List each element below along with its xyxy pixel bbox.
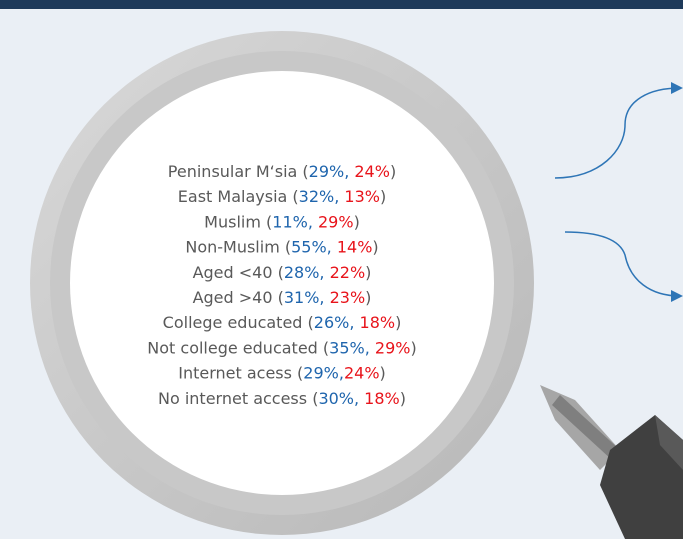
row-blue: 32% [299, 187, 335, 206]
row-end: ) [365, 288, 371, 307]
row-blue: 26% [314, 313, 350, 332]
row-end: ) [395, 313, 401, 332]
row-blue: 29% [303, 364, 339, 383]
row-label: East Malaysia ( [178, 187, 299, 206]
arrow [564, 231, 683, 302]
row-end: ) [410, 338, 416, 357]
row-blue: 55% [291, 238, 327, 257]
row-end: ) [400, 389, 406, 408]
row-separator: , [349, 313, 359, 332]
row-end: ) [380, 364, 386, 383]
row: Peninsular M‘sia (29%, 24%) [168, 162, 396, 181]
row: Aged >40 (31%, 23%) [193, 288, 372, 307]
row-end: ) [380, 187, 386, 206]
row-label: No internet access ( [158, 389, 318, 408]
row-label: Non-Muslim ( [185, 238, 291, 257]
row-blue: 30% [318, 389, 354, 408]
lens [70, 71, 494, 495]
row-label: Peninsular M‘sia ( [168, 162, 309, 181]
row-red: 29% [375, 338, 411, 357]
row-end: ) [372, 238, 378, 257]
row-label: College educated ( [163, 313, 314, 332]
row-separator: , [308, 212, 318, 231]
row-separator: , [354, 389, 364, 408]
row-blue: 28% [284, 263, 320, 282]
row-blue: 35% [329, 338, 365, 357]
arrow [554, 82, 683, 179]
row-label: Aged <40 ( [193, 263, 284, 282]
top-bar [0, 0, 683, 9]
row-blue: 31% [284, 288, 320, 307]
row: No internet access (30%, 18%) [158, 389, 406, 408]
row-label: Internet acess ( [178, 364, 303, 383]
row: Non-Muslim (55%, 14%) [185, 238, 378, 257]
row: Aged <40 (28%, 22%) [193, 263, 372, 282]
row-end: ) [365, 263, 371, 282]
row-separator: , [339, 364, 344, 383]
text-block: Peninsular M‘sia (29%, 24%)East Malaysia… [147, 162, 416, 408]
row-red: 24% [344, 364, 380, 383]
row-separator: , [334, 187, 344, 206]
row-red: 14% [337, 238, 373, 257]
row: Muslim (11%, 29%) [204, 212, 360, 231]
row-label: Aged >40 ( [193, 288, 284, 307]
row-red: 22% [330, 263, 366, 282]
row-blue: 29% [309, 162, 345, 181]
row-separator: , [319, 263, 329, 282]
row-blue: 11% [272, 212, 308, 231]
row-label: Not college educated ( [147, 338, 329, 357]
row-label: Muslim ( [204, 212, 272, 231]
row-separator: , [344, 162, 354, 181]
row-end: ) [390, 162, 396, 181]
row: East Malaysia (32%, 13%) [178, 187, 386, 206]
row-red: 24% [354, 162, 390, 181]
row: College educated (26%, 18%) [163, 313, 402, 332]
row-end: ) [354, 212, 360, 231]
row-red: 13% [344, 187, 380, 206]
row-red: 18% [364, 389, 400, 408]
row-separator: , [327, 238, 337, 257]
handle [540, 385, 683, 539]
row-separator: , [319, 288, 329, 307]
row-red: 29% [318, 212, 354, 231]
row-red: 23% [330, 288, 366, 307]
row-separator: , [365, 338, 375, 357]
row: Internet acess (29%,24%) [178, 364, 386, 383]
row: Not college educated (35%, 29%) [147, 338, 416, 357]
row-red: 18% [360, 313, 396, 332]
